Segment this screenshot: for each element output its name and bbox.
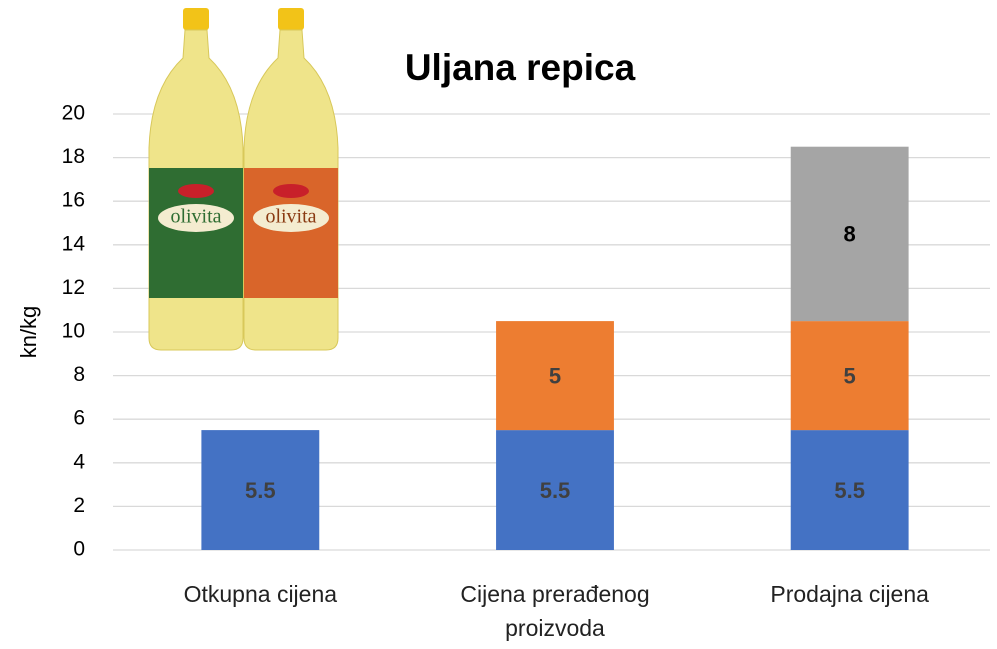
x-tick-label: Prodajna cijena: [720, 577, 980, 611]
chart-svg: olivita olivita Uljana repica kn/kg 0 2 4 6…: [0, 0, 997, 649]
data-label: 5.5: [540, 478, 571, 503]
y-tick-label: 16: [62, 189, 85, 212]
y-tick-label: 10: [62, 320, 85, 343]
product-image: olivita olivita: [149, 8, 338, 350]
y-tick-label: 14: [62, 232, 86, 255]
y-tick-label: 8: [73, 363, 85, 386]
chart-title: Uljana repica: [405, 47, 636, 88]
svg-text:olivita: olivita: [170, 206, 221, 228]
y-tick-label: 6: [73, 407, 85, 430]
chart: olivita olivita Uljana repica kn/kg 0 2 4 6…: [0, 0, 997, 649]
data-label: 5.5: [245, 478, 276, 503]
y-tick-label: 0: [73, 538, 85, 561]
data-label: 5: [549, 363, 561, 388]
x-tick-label: Cijena prerađenog proizvoda: [425, 577, 685, 645]
y-tick-label: 4: [73, 450, 85, 473]
y-tick-label: 2: [73, 494, 85, 517]
y-axis-label: kn/kg: [16, 306, 41, 359]
y-tick-label: 20: [62, 102, 85, 125]
svg-text:olivita: olivita: [265, 206, 316, 228]
x-tick-label: Otkupna cijena: [130, 577, 390, 611]
data-label: 5.5: [834, 478, 865, 503]
data-label: 5: [844, 363, 856, 388]
y-tick-label: 12: [62, 276, 85, 299]
data-label: 8: [844, 222, 856, 247]
y-tick-label: 18: [62, 145, 85, 168]
